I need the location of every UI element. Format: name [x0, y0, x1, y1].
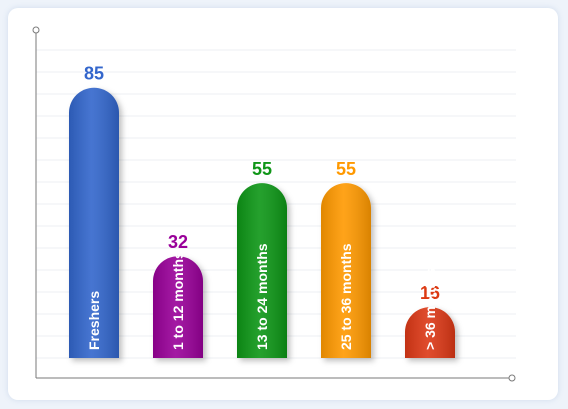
bar-shading — [153, 256, 203, 358]
bar-group: 55 13 to 24 months — [237, 159, 287, 358]
category-label: > 36 months — [422, 268, 438, 350]
bar-group: 321 to 12 months — [153, 232, 203, 358]
bar-group: 85 Freshers — [69, 64, 119, 358]
y-axis-end — [32, 26, 40, 34]
bar-shading — [404, 307, 455, 358]
bar-shading — [321, 183, 371, 358]
category-label: 1 to 12 months — [170, 251, 186, 350]
bar-shading — [69, 87, 119, 358]
x-axis-end — [508, 374, 516, 382]
bar-group: 55 25 to 36 months — [321, 159, 371, 358]
data-label: 16 — [420, 283, 440, 303]
data-label: 55 — [336, 159, 356, 179]
axes — [32, 26, 516, 382]
category-label: Freshers — [86, 291, 102, 350]
data-label: 32 — [168, 232, 188, 252]
category-label: 13 to 24 months — [254, 243, 270, 350]
data-label: 85 — [84, 64, 104, 84]
bar-group: 16> 36 months — [404, 268, 455, 358]
category-label: 25 to 36 months — [338, 243, 354, 350]
bar-shading — [237, 183, 287, 358]
data-label: 55 — [252, 159, 272, 179]
